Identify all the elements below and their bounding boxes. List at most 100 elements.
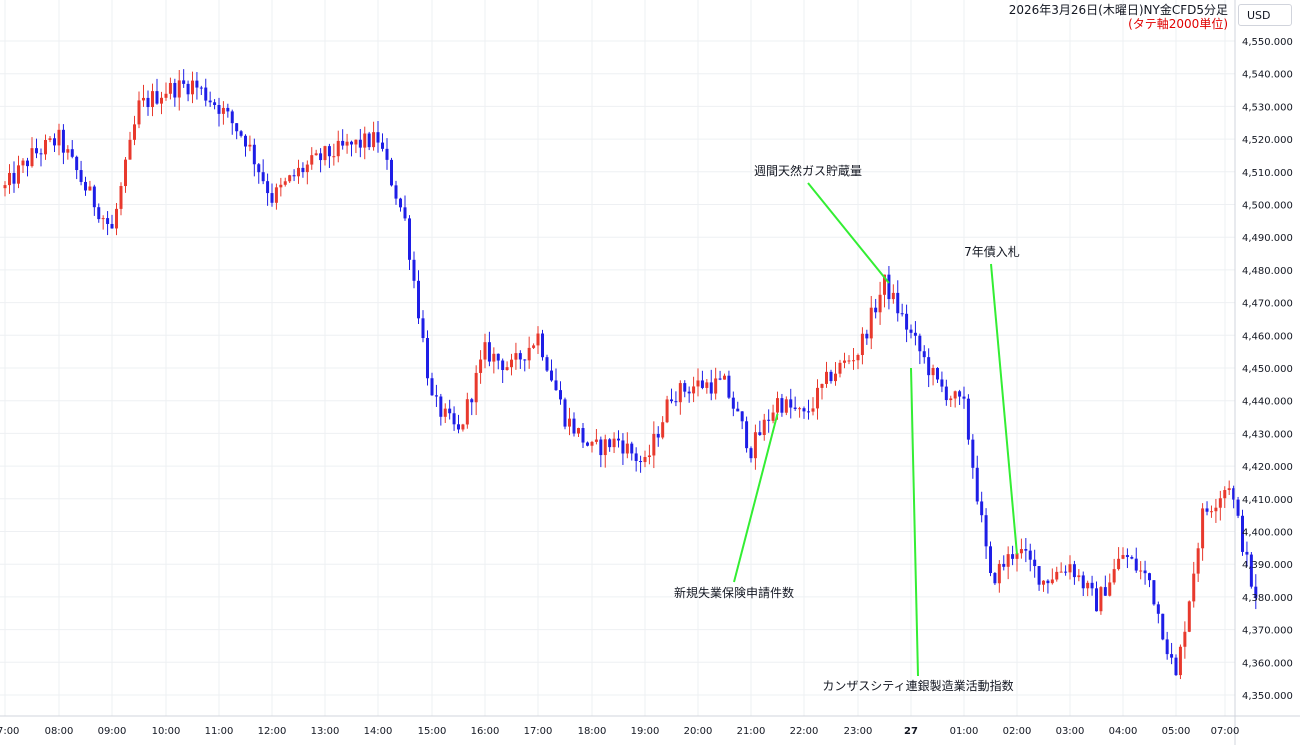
candle-body xyxy=(586,442,589,446)
candle-body xyxy=(909,329,913,333)
candle-body xyxy=(847,360,851,362)
candle-body xyxy=(155,91,159,104)
candle-body xyxy=(173,82,177,98)
candle-body xyxy=(784,399,788,413)
price-tick-label: 4,540.000 xyxy=(1242,70,1293,81)
candle-body xyxy=(452,413,456,425)
candle-body xyxy=(274,187,278,203)
candle-body xyxy=(479,359,483,373)
candle-body xyxy=(381,142,384,149)
candle-body xyxy=(208,100,212,103)
candle-body xyxy=(1015,553,1019,559)
candle-body xyxy=(261,172,265,182)
time-tick-label: 15:00 xyxy=(418,726,447,737)
chart-subtitle: (タテ軸2000単位) xyxy=(1128,16,1228,31)
time-axis[interactable]: 07:00 08:00 09:00 10:00 11:00 12:00 13:00 14:00… xyxy=(0,726,1239,737)
candle-body xyxy=(984,515,988,547)
candle-body xyxy=(665,399,669,423)
candle-body xyxy=(962,396,966,399)
candle-body xyxy=(1090,582,1094,589)
candle-body xyxy=(390,159,393,186)
time-tick-label: 07:00 xyxy=(0,726,19,737)
price-tick-label: 4,550.000 xyxy=(1242,37,1293,48)
candle-body xyxy=(1002,563,1006,567)
price-tick-label: 4,430.000 xyxy=(1242,429,1293,440)
candle-body xyxy=(336,140,340,157)
candle-body xyxy=(997,563,1001,584)
candle-body xyxy=(510,359,513,368)
time-tick-label: 18:00 xyxy=(578,726,607,737)
candle-body xyxy=(1095,588,1098,612)
candle-body xyxy=(3,185,7,189)
candle-body xyxy=(1117,558,1121,570)
candle-body xyxy=(771,412,775,421)
candle-body xyxy=(852,360,855,362)
candle-body xyxy=(21,160,25,166)
candle-body xyxy=(661,422,665,438)
candles xyxy=(3,69,1258,680)
time-tick-label: 07:00 xyxy=(1211,726,1240,737)
candle-body xyxy=(1134,558,1138,571)
candle-body xyxy=(403,207,407,219)
candle-body xyxy=(288,175,292,182)
candle-body xyxy=(1241,515,1244,552)
candle-body xyxy=(1245,551,1249,555)
price-tick-label: 4,440.000 xyxy=(1242,397,1293,408)
annotation-label: 週間天然ガス貯蔵量 xyxy=(754,163,862,178)
candle-body xyxy=(944,386,948,401)
annotation-label: カンザスシティ連銀製造業活動指数 xyxy=(822,678,1013,693)
candle-body xyxy=(918,335,922,352)
candle-body xyxy=(1201,508,1205,549)
candle-body xyxy=(940,379,944,387)
candle-body xyxy=(883,274,886,295)
chart-title: 2026年3月26日(木曜日)NY金CFD5分足 xyxy=(1009,2,1228,17)
candle-body xyxy=(608,439,612,448)
candle-body xyxy=(647,455,651,458)
candle-body xyxy=(838,362,842,374)
candle-body xyxy=(887,274,891,300)
candle-body xyxy=(1033,559,1037,567)
candle-body xyxy=(292,175,296,177)
candle-body xyxy=(905,313,909,330)
candle-body xyxy=(30,148,34,167)
candle-body xyxy=(142,97,145,101)
candle-body xyxy=(740,411,744,422)
candle-body xyxy=(448,408,452,414)
candle-body xyxy=(79,170,83,182)
candle-body xyxy=(70,149,74,157)
candle-body xyxy=(727,375,731,398)
candle-body xyxy=(88,186,92,191)
candle-body xyxy=(297,167,300,177)
candle-body xyxy=(505,367,509,371)
candle-body xyxy=(1249,554,1253,587)
price-axis[interactable]: 4,350.000 4,360.000 4,370.000 4,380.000 4,39… xyxy=(1242,37,1293,702)
candle-body xyxy=(426,338,429,379)
candle-body xyxy=(568,418,571,427)
time-tick-label: 10:00 xyxy=(152,726,181,737)
candle-body xyxy=(523,359,527,361)
candle-body xyxy=(865,333,869,339)
candle-body xyxy=(266,181,270,194)
time-tick-label: 12:00 xyxy=(258,726,287,737)
candle-body xyxy=(345,141,349,146)
currency-selector[interactable]: USD xyxy=(1238,4,1292,26)
candle-body xyxy=(1042,580,1045,585)
candle-body xyxy=(12,172,16,184)
time-tick-label: 01:00 xyxy=(950,726,979,737)
candle-body xyxy=(762,419,766,436)
candle-body xyxy=(26,160,29,167)
candle-body xyxy=(146,97,150,108)
candle-body xyxy=(1205,508,1209,512)
annotation-label: 新規失業保険申請件数 xyxy=(674,585,794,600)
price-tick-label: 4,470.000 xyxy=(1242,299,1293,310)
candle-body xyxy=(470,399,474,403)
candle-body xyxy=(913,332,917,336)
candle-body xyxy=(599,439,603,456)
candle-body xyxy=(798,408,802,410)
candle-body xyxy=(612,438,616,448)
candle-body xyxy=(953,391,957,399)
candle-body xyxy=(532,345,536,348)
price-tick-label: 4,500.000 xyxy=(1242,201,1293,212)
candle-body xyxy=(1072,564,1076,578)
